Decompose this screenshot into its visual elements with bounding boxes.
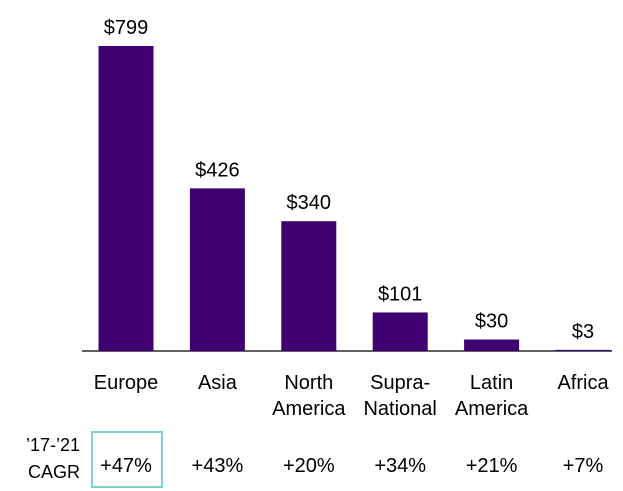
cagr-value: +20%	[283, 455, 335, 477]
bar	[464, 339, 520, 351]
value-label: $799	[104, 17, 149, 39]
value-label: $426	[195, 159, 240, 181]
value-label: $3	[572, 321, 594, 343]
cagr-value: +34%	[374, 455, 426, 477]
highlight-box	[91, 431, 163, 488]
bar	[98, 46, 154, 351]
cagr-value: +21%	[466, 455, 518, 477]
bar	[555, 349, 611, 351]
bar	[189, 188, 245, 351]
x-tick-label: North America	[272, 372, 346, 420]
x-tick-label: Asia	[197, 372, 237, 394]
x-tick-label: Supra-National	[363, 372, 437, 420]
bar	[281, 221, 337, 351]
cagr-value: +43%	[192, 455, 244, 477]
x-tick-label: Africa	[557, 372, 609, 394]
bar	[372, 312, 428, 351]
cagr-value: +47%	[100, 455, 152, 477]
value-label: $101	[378, 283, 423, 305]
cagr-label: ’17-’21 CAGR	[25, 435, 80, 482]
value-label: $30	[475, 311, 508, 333]
x-tick-label: Latin America	[454, 372, 529, 420]
x-tick-label: Europe	[93, 372, 159, 394]
value-label: $340	[287, 192, 332, 214]
cagr-value: +7%	[563, 455, 604, 477]
